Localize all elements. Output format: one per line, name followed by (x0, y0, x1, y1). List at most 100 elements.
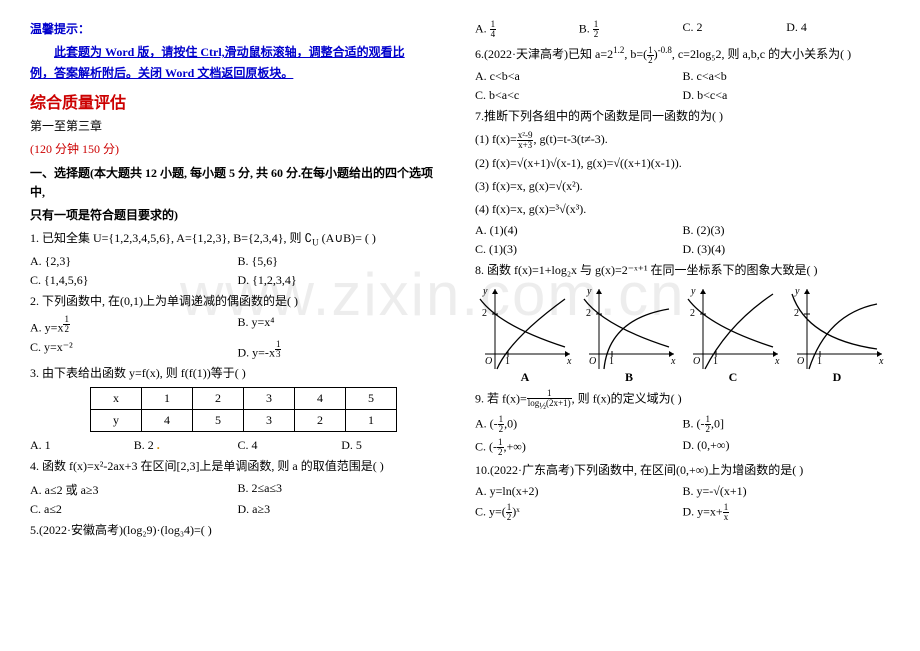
q9-opt-b: B. (-12,0] (683, 415, 891, 434)
svg-text:2: 2 (690, 308, 695, 319)
cell: 2 (295, 410, 346, 432)
q3-opts: A. 1 B. 2 . C. 4 D. 5 (30, 438, 445, 453)
q9-text: 9. 若 f(x)=1log½(2x+1), 则 f(x)的定义域为( ) (475, 389, 890, 411)
q1-opt-a: A. {2,3} (30, 254, 238, 269)
svg-text:x: x (670, 356, 676, 367)
q1-text: 1. 已知全集 U={1,2,3,4,5,6}, A={1,2,3}, B={2… (30, 229, 445, 250)
q2-opt-d: D. y=-x13 (238, 340, 446, 361)
svg-text:2: 2 (482, 308, 487, 319)
q7-s2: (2) f(x)=√(x+1)√(x-1), g(x)=√((x+1)(x-1)… (475, 154, 890, 173)
q7-row2: C. (1)(3) D. (3)(4) (475, 242, 890, 257)
q4-row2: C. a≤2 D. a≥3 (30, 502, 445, 517)
q10-opt-d: D. y=x+1x (683, 503, 891, 522)
svg-text:O: O (589, 356, 596, 367)
q4-opt-a: A. a≤2 或 a≥3 (30, 481, 238, 498)
evaluation-title: 综合质量评估 (30, 89, 445, 113)
q9a-tail: ,0) (504, 416, 517, 430)
q9c-pre: C. (- (475, 439, 497, 453)
q7-opt-d: D. (3)(4) (683, 242, 891, 257)
q10d-pre: D. y=x+ (683, 505, 723, 519)
q3b-txt: B. 2 (134, 438, 154, 452)
cell: x (91, 388, 142, 410)
q10c-pre: C. y=( (475, 505, 506, 519)
svg-text:y: y (586, 286, 592, 297)
svg-text:O: O (797, 356, 804, 367)
q10-row2: C. y=(12)ˣ D. y=x+1x (475, 503, 890, 522)
svg-text:x: x (878, 356, 884, 367)
q1-pre: 1. 已知全集 U={1,2,3,4,5,6}, A={1,2,3}, B={2… (30, 231, 312, 245)
svg-text:x: x (566, 356, 572, 367)
time-score: (120 分钟 150 分) (30, 140, 445, 159)
dot-icon: . (157, 438, 160, 452)
q9a-pre: A. (- (475, 416, 498, 430)
q6-tail: , c=2log₅2, 则 a,b,c 的大小关系为( ) (672, 47, 851, 61)
q1-row2: C. {1,4,5,6} D. {1,2,3,4} (30, 273, 445, 288)
q10c-tail: )ˣ (512, 505, 519, 519)
part1-heading: 一、选择题(本大题共 12 小题, 每小题 5 分, 共 60 分.在每小题给出… (30, 164, 445, 202)
q6-opt-c: C. b<a<c (475, 88, 683, 103)
tip-label: 温馨提示： (30, 20, 445, 37)
q1-opt-d: D. {1,2,3,4} (238, 273, 446, 288)
q1-opt-b: B. {5,6} (238, 254, 446, 269)
q6-opt-b: B. c<a<b (683, 69, 891, 84)
q1-tail: (A∪B)= ( ) (319, 231, 376, 245)
cell: 4 (295, 388, 346, 410)
q6-row1: A. c<b<a B. c<a<b (475, 69, 890, 84)
cell: 1 (142, 388, 193, 410)
q5-opt-d: D. 4 (786, 20, 890, 39)
q2-opt-c: C. y=x⁻² (30, 340, 238, 361)
q5b-pre: B. (579, 21, 593, 35)
graph-b: x y O 2 1 B (579, 284, 679, 385)
q6-opt-d: D. b<c<a (683, 88, 891, 103)
q8-text: 8. 函数 f(x)=1+log₂x 与 g(x)=2⁻ˣ⁺¹ 在同一坐标系下的… (475, 261, 890, 280)
q3-opt-b: B. 2 . (134, 438, 238, 453)
q1-row1: A. {2,3} B. {5,6} (30, 254, 445, 269)
q7-opt-b: B. (2)(3) (683, 223, 891, 238)
cell: y (91, 410, 142, 432)
right-column: A. 14 B. 12 C. 2 D. 4 6.(2022·天津高考)已知 a=… (460, 20, 890, 544)
svg-text:y: y (690, 286, 696, 297)
q9-row2: C. (-12,+∞) D. (0,+∞) (475, 438, 890, 457)
q3-opt-c: C. 4 (238, 438, 342, 453)
svg-text:2: 2 (586, 308, 591, 319)
q6-row2: C. b<a<c D. b<c<a (475, 88, 890, 103)
q3-opt-d: D. 5 (341, 438, 445, 453)
cell: 4 (142, 410, 193, 432)
q5a-pre: A. (475, 21, 490, 35)
cell: 3 (244, 410, 295, 432)
chapter-range: 第一至第三章 (30, 117, 445, 136)
part1-heading-2: 只有一项是符合题目要求的) (30, 206, 445, 225)
q2-row2: C. y=x⁻² D. y=-x13 (30, 340, 445, 361)
tip-line-2: 例，答案解析附后。关闭 Word 文档返回原板块。 (30, 64, 445, 83)
svg-text:x: x (774, 356, 780, 367)
s1-tail: , g(t)=t-3(t≠-3). (533, 132, 607, 146)
q4-opt-d: D. a≥3 (238, 502, 446, 517)
q9-opt-a: A. (-12,0) (475, 415, 683, 434)
graph-a: x y O 2 1 A (475, 284, 575, 385)
q9-row1: A. (-12,0) B. (-12,0] (475, 415, 890, 434)
cell: 5 (346, 388, 397, 410)
q2-opt-a: A. y=x12 (30, 315, 238, 336)
q9-pre: 9. 若 f(x)= (475, 392, 527, 406)
q2-opt-b: B. y=x⁴ (238, 315, 446, 336)
left-column: 温馨提示： 此套题为 Word 版，请按住 Ctrl,滑动鼠标滚轴，调整合适的观… (30, 20, 460, 544)
q7-s1: (1) f(x)=x²-9x+3, g(t)=t-3(t≠-3). (475, 130, 890, 150)
svg-text:O: O (485, 356, 492, 367)
q7-opt-a: A. (1)(4) (475, 223, 683, 238)
q4-text: 4. 函数 f(x)=x²-2ax+3 在区间[2,3]上是单调函数, 则 a … (30, 457, 445, 476)
q2d-pref: D. y=- (238, 345, 269, 359)
q9-opt-c: C. (-12,+∞) (475, 438, 683, 457)
q5-opt-a: A. 14 (475, 20, 579, 39)
q10-opt-a: A. y=ln(x+2) (475, 484, 683, 499)
table-row-x: x 1 2 3 4 5 (91, 388, 397, 410)
q3-opt-a: A. 1 (30, 438, 134, 453)
q4-row1: A. a≤2 或 a≥3 B. 2≤a≤3 (30, 481, 445, 498)
q7-opt-c: C. (1)(3) (475, 242, 683, 257)
q6-opt-a: A. c<b<a (475, 69, 683, 84)
table-row-y: y 4 5 3 2 1 (91, 410, 397, 432)
q10-opt-c: C. y=(12)ˣ (475, 503, 683, 522)
q9-opt-d: D. (0,+∞) (683, 438, 891, 457)
q5-opts: A. 14 B. 12 C. 2 D. 4 (475, 20, 890, 39)
q9-tail: , 则 f(x)的定义域为( ) (572, 392, 682, 406)
s1-pre: (1) f(x)= (475, 132, 517, 146)
